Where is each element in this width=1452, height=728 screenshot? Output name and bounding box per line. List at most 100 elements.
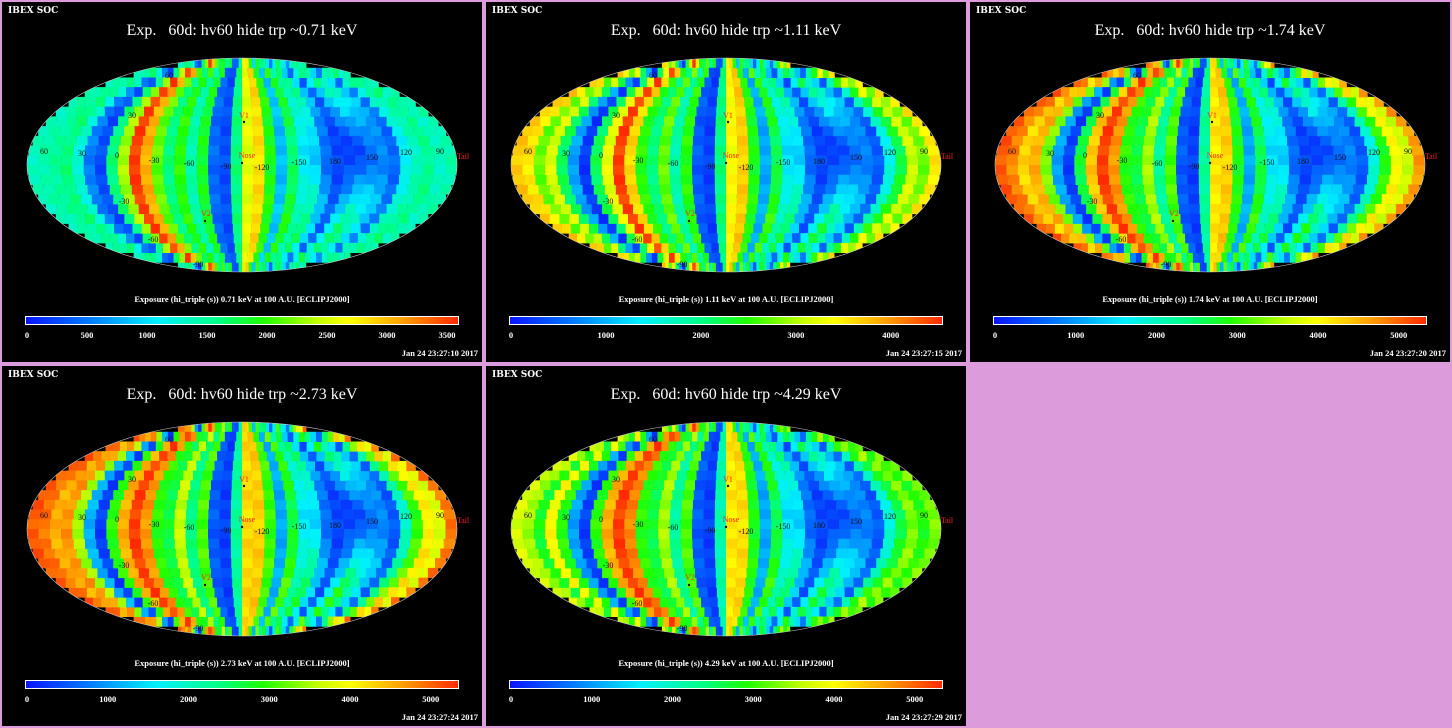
colorbar-tick-label: 1000 — [1067, 330, 1085, 340]
sky-map: 60 30 0 -30 -60 -90 -120 -150 180 150 120 90 60 30 -30… — [510, 421, 954, 637]
v2-marker-label: V2 — [201, 209, 211, 218]
longitude-label: 90 — [436, 147, 444, 156]
colorbar-tick-label: 2000 — [179, 694, 197, 704]
v1-marker-label: V1 — [723, 111, 733, 120]
colorbar-caption: Exposure (hi_triple (s)) 1.11 keV at 100… — [618, 294, 834, 304]
colorbar-tick-label: 2000 — [692, 330, 710, 340]
colorbar-tick-label: 3000 — [378, 330, 396, 340]
longitude-label: -120 — [739, 527, 754, 536]
latitude-label: -60 — [148, 235, 159, 244]
longitude-label: 90 — [920, 147, 928, 156]
v1-marker — [1210, 120, 1214, 124]
timestamp: Jan 24 23:27:24 2017 — [401, 712, 478, 722]
colorbar-tick-label: 4000 — [882, 330, 900, 340]
colorbar-tick-label: 2000 — [1147, 330, 1165, 340]
sky-map: 60 30 0 -30 -60 -90 -120 -150 180 150 120 90 60 30 -30… — [26, 421, 470, 637]
latitude-label: 60 — [1133, 71, 1141, 80]
colorbar-ticks: 0 1000 2000 3000 4000 5000 — [970, 330, 1450, 342]
longitude-label: 60 — [524, 147, 532, 156]
longitude-label: -30 — [1117, 156, 1128, 165]
colorbar — [25, 680, 459, 689]
longitude-label: 150 — [850, 517, 862, 526]
latitude-label: 30 — [128, 475, 136, 484]
longitude-label: -60 — [668, 523, 679, 532]
latitude-label: -60 — [148, 599, 159, 608]
v2-marker-label: V2 — [685, 209, 695, 218]
map-title: Exp. 60d: hv60 hide trp ~2.73 keV — [126, 386, 358, 403]
longitude-label: -60 — [1152, 159, 1163, 168]
longitude-label: -30 — [633, 520, 644, 529]
v1-marker — [242, 484, 246, 488]
v2-marker — [1171, 219, 1175, 223]
latitude-label: 30 — [128, 111, 136, 120]
longitude-label: 90 — [920, 511, 928, 520]
sky-map: 60 30 0 -30 -60 -90 -120 -150 180 150 120 90 60 30 -30… — [26, 57, 470, 273]
longitude-label: -120 — [255, 527, 270, 536]
tail-marker-label: Tail — [457, 516, 470, 525]
v2-marker-label: V2 — [201, 573, 211, 582]
nose-marker — [724, 161, 728, 165]
longitude-label: 0 — [599, 151, 603, 160]
map-pixels — [27, 58, 457, 272]
nose-marker — [240, 161, 244, 165]
latitude-label: -90 — [193, 260, 204, 269]
longitude-label: -120 — [255, 163, 270, 172]
tail-marker-label: Tail — [1425, 152, 1438, 161]
longitude-label: -150 — [292, 158, 307, 167]
longitude-label: -90 — [705, 162, 716, 171]
latitude-label: -90 — [677, 260, 688, 269]
colorbar-caption: Exposure (hi_triple (s)) 1.74 keV at 100… — [1102, 294, 1318, 304]
colorbar-tick-label: 3500 — [438, 330, 456, 340]
soc-label: IBEX SOC — [8, 6, 59, 16]
latitude-label: -90 — [1161, 260, 1172, 269]
exposure-map-panel-2p73kev: IBEX SOC Exp. 60d: hv60 hide trp ~2.73 k… — [2, 366, 482, 726]
timestamp: Jan 24 23:27:20 2017 — [1369, 348, 1446, 358]
longitude-label: 90 — [1404, 147, 1412, 156]
longitude-label: 180 — [329, 157, 341, 166]
nose-marker-label: Nose — [1207, 151, 1224, 160]
latitude-label: -30 — [603, 561, 614, 570]
longitude-label: 150 — [1334, 153, 1346, 162]
v1-marker-label: V1 — [239, 475, 249, 484]
colorbar-tick-label: 4000 — [1309, 330, 1327, 340]
colorbar-tick-label: 0 — [508, 694, 514, 704]
colorbar-tick-label: 5000 — [906, 694, 924, 704]
map-pixels — [995, 58, 1425, 272]
longitude-label: -30 — [149, 156, 160, 165]
v1-marker — [242, 120, 246, 124]
colorbar-tick-label: 3000 — [260, 694, 278, 704]
colorbar-ticks: 0 1000 2000 3000 4000 5000 — [486, 694, 966, 706]
colorbar-tick-label: 1000 — [597, 330, 615, 340]
longitude-label: 180 — [813, 521, 825, 530]
longitude-label: -60 — [184, 159, 195, 168]
exposure-map-panel-0p71kev: IBEX SOC Exp. 60d: hv60 hide trp ~0.71 k… — [2, 2, 482, 362]
longitude-label: -150 — [1260, 158, 1275, 167]
longitude-label: 120 — [884, 512, 896, 521]
longitude-label: 150 — [366, 153, 378, 162]
longitude-label: 120 — [1368, 148, 1380, 157]
nose-marker — [240, 525, 244, 529]
latitude-label: 60 — [165, 71, 173, 80]
v1-marker-label: V1 — [723, 475, 733, 484]
longitude-label: 180 — [329, 521, 341, 530]
longitude-label: -120 — [1223, 163, 1238, 172]
sky-map: 60 30 0 -30 -60 -90 -120 -150 180 150 120 90 60 30 -30… — [994, 57, 1438, 273]
colorbar-tick-label: 3000 — [744, 694, 762, 704]
longitude-label: 60 — [40, 147, 48, 156]
colorbar-tick-label: 1000 — [138, 330, 156, 340]
colorbar-tick-label: 2500 — [318, 330, 336, 340]
map-title: Exp. 60d: hv60 hide trp ~0.71 keV — [126, 22, 358, 39]
latitude-label: 30 — [612, 111, 620, 120]
longitude-label: 90 — [436, 511, 444, 520]
colorbar-tick-label: 4000 — [341, 694, 359, 704]
longitude-label: -90 — [1189, 162, 1200, 171]
colorbar — [509, 680, 943, 689]
longitude-label: -60 — [184, 523, 195, 532]
timestamp: Jan 24 23:27:15 2017 — [885, 348, 962, 358]
longitude-label: 60 — [1008, 147, 1016, 156]
colorbar-tick-label: 0 — [24, 694, 30, 704]
colorbar-tick-label: 1000 — [99, 694, 117, 704]
longitude-label: 30 — [1046, 149, 1054, 158]
v1-marker — [726, 484, 730, 488]
colorbar — [509, 316, 943, 325]
